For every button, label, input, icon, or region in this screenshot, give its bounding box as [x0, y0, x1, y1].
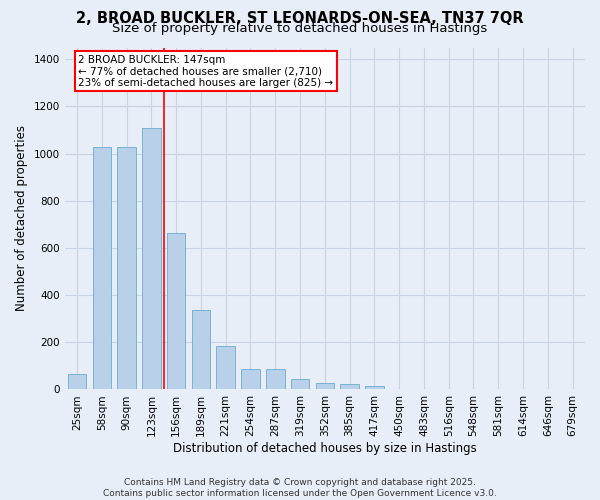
- Y-axis label: Number of detached properties: Number of detached properties: [15, 126, 28, 312]
- Bar: [291, 379, 310, 390]
- Text: 2 BROAD BUCKLER: 147sqm
← 77% of detached houses are smaller (2,710)
23% of semi: 2 BROAD BUCKLER: 147sqm ← 77% of detache…: [78, 54, 334, 88]
- Bar: [118, 146, 136, 390]
- Text: Size of property relative to detached houses in Hastings: Size of property relative to detached ho…: [112, 22, 488, 35]
- Bar: [266, 370, 284, 390]
- Bar: [241, 370, 260, 390]
- Bar: [217, 346, 235, 390]
- Bar: [92, 146, 111, 390]
- Bar: [365, 386, 383, 390]
- Bar: [316, 383, 334, 390]
- Bar: [142, 128, 161, 390]
- Bar: [167, 232, 185, 390]
- Text: 2, BROAD BUCKLER, ST LEONARDS-ON-SEA, TN37 7QR: 2, BROAD BUCKLER, ST LEONARDS-ON-SEA, TN…: [76, 11, 524, 26]
- Bar: [68, 374, 86, 390]
- Bar: [340, 384, 359, 390]
- Bar: [191, 310, 210, 390]
- X-axis label: Distribution of detached houses by size in Hastings: Distribution of detached houses by size …: [173, 442, 477, 455]
- Text: Contains HM Land Registry data © Crown copyright and database right 2025.
Contai: Contains HM Land Registry data © Crown c…: [103, 478, 497, 498]
